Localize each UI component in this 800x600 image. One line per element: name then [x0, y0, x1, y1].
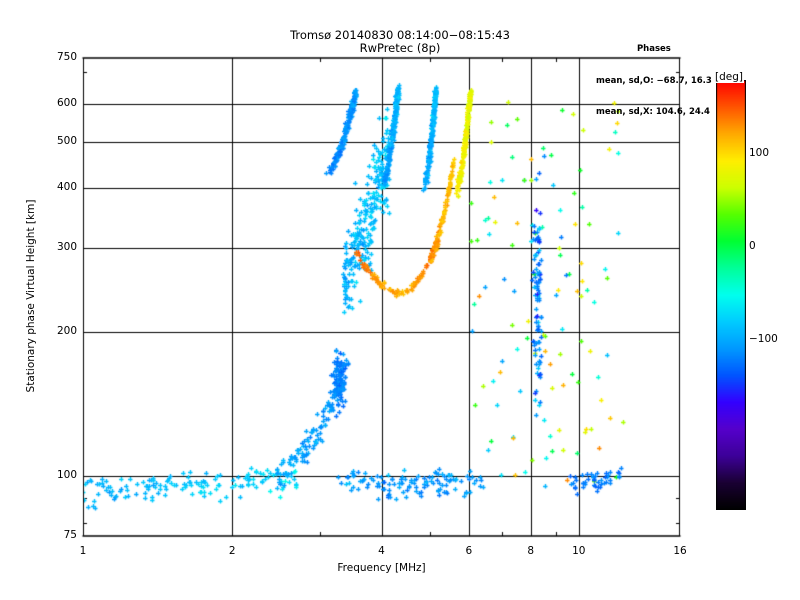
x-axis-label: Frequency [MHz] — [337, 562, 426, 574]
plot-title-line1: Tromsø 20140830 08:14:00−08:15:43 — [290, 28, 510, 42]
y-axis-tick-labels: 75 100 200 300 400 500 600 750 — [31, 0, 77, 600]
x-tick-label: 10 — [572, 545, 586, 557]
x-tick-label: 4 — [378, 545, 385, 557]
colorbar-tick-labels: 100 0 −100 — [749, 0, 799, 600]
x-tick-label: 16 — [673, 545, 687, 557]
colorbar-gradient — [716, 80, 746, 510]
y-tick-label: 600 — [56, 97, 77, 110]
x-tick-label: 2 — [228, 545, 236, 557]
colorbar-tick-label: 0 — [749, 240, 756, 253]
y-tick-label: 400 — [56, 181, 77, 194]
x-axis-tick-labels: 1 2 4 6 8 10 16 — [0, 541, 800, 561]
x-tick-label: 6 — [465, 545, 473, 557]
colorbar-tick-label: 100 — [749, 147, 770, 160]
y-tick-label: 300 — [56, 241, 77, 254]
phases-heading: Phases — [636, 44, 671, 54]
y-tick-label: 75 — [63, 529, 77, 541]
phases-annotation: Phases mean, sd,O: −68.7, 16.3 mean, sd,… — [596, 23, 712, 139]
plot-subtitle-line2: RwPretec (8p) — [359, 41, 441, 55]
phases-x-mode: mean, sd,X: 104.6, 24.4 — [596, 107, 710, 117]
x-tick-label: 8 — [527, 545, 535, 557]
y-tick-label: 750 — [56, 51, 77, 63]
colorbar-tick-label: −100 — [749, 333, 778, 346]
x-tick-label: 1 — [79, 545, 87, 557]
y-tick-label: 200 — [56, 325, 77, 338]
colorbar-unit-label: [deg] — [714, 71, 744, 83]
phases-o-mode: mean, sd,O: −68.7, 16.3 — [596, 75, 712, 86]
y-tick-label: 500 — [56, 135, 77, 148]
y-tick-label: 100 — [56, 469, 77, 482]
